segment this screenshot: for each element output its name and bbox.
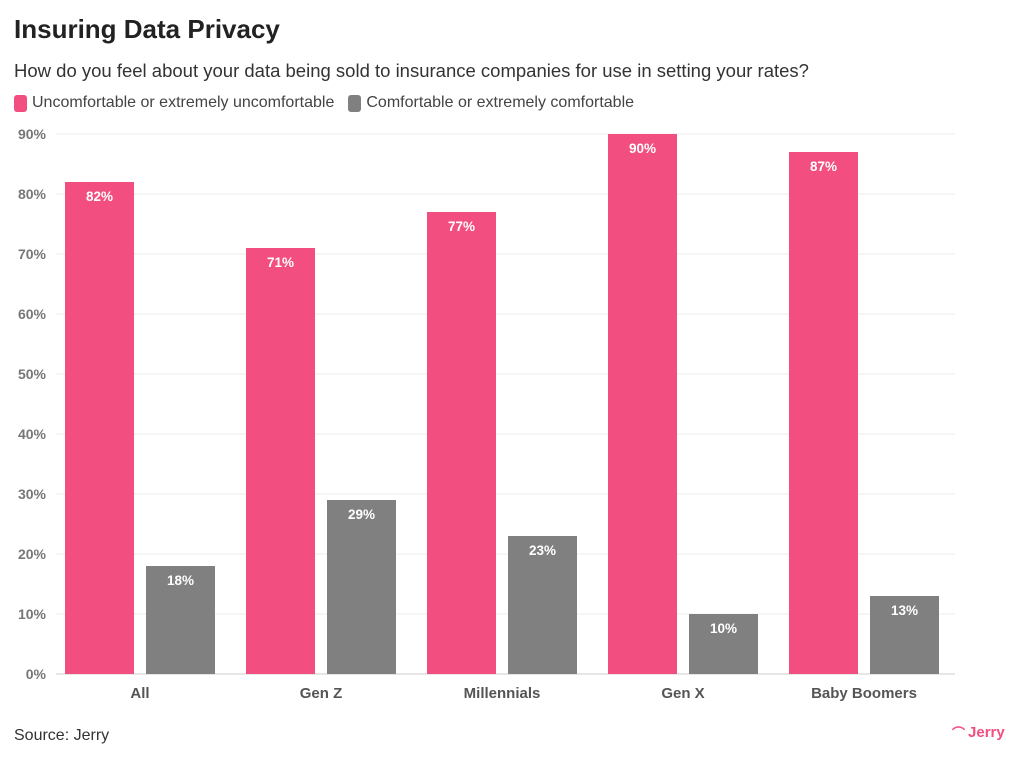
jerry-logo-icon: ⌒ — [952, 726, 966, 741]
bar — [327, 500, 396, 674]
chart-title: Insuring Data Privacy — [14, 14, 280, 44]
x-tick-label: Baby Boomers — [811, 685, 917, 702]
y-tick-label: 0% — [26, 666, 47, 682]
y-tick-label: 90% — [18, 126, 47, 142]
legend-label: Uncomfortable or extremely uncomfortable — [32, 94, 335, 111]
legend-item-uncomfortable: Uncomfortable or extremely uncomfortable — [14, 94, 334, 112]
bar — [689, 614, 758, 674]
y-tick-label: 20% — [18, 546, 47, 562]
y-tick-label: 40% — [18, 426, 47, 442]
bar — [508, 536, 577, 674]
bar — [870, 596, 939, 674]
x-tick-label: Gen Z — [300, 685, 343, 702]
legend: Uncomfortable or extremely uncomfortable… — [14, 94, 634, 112]
bar — [789, 152, 858, 674]
legend-item-comfortable: Comfortable or extremely comfortable — [348, 94, 634, 112]
data-label: 10% — [710, 621, 737, 636]
bar — [608, 134, 677, 674]
data-label: 87% — [810, 159, 837, 174]
y-tick-label: 60% — [18, 306, 47, 322]
bar — [246, 248, 315, 674]
data-label: 71% — [267, 255, 294, 270]
bar — [65, 182, 134, 674]
y-tick-label: 50% — [18, 366, 47, 382]
y-tick-label: 30% — [18, 486, 47, 502]
x-tick-label: All — [130, 685, 149, 702]
legend-swatch — [14, 94, 27, 112]
chart-subtitle: How do you feel about your data being so… — [14, 60, 809, 81]
data-label: 18% — [167, 573, 194, 588]
x-tick-label: Gen X — [661, 685, 704, 702]
data-label: 29% — [348, 507, 375, 522]
y-tick-label: 80% — [18, 186, 47, 202]
data-label: 13% — [891, 603, 918, 618]
logo-text: Jerry — [968, 724, 1005, 741]
data-label: 82% — [86, 189, 113, 204]
y-tick-label: 10% — [18, 606, 47, 622]
jerry-logo: ⌒ Jerry — [952, 723, 1005, 742]
bar — [427, 212, 496, 674]
legend-label: Comfortable or extremely comfortable — [366, 94, 635, 111]
legend-swatch — [348, 94, 362, 112]
source-note: Source: Jerry — [14, 727, 110, 744]
y-tick-label: 70% — [18, 246, 47, 262]
x-tick-label: Millennials — [464, 685, 541, 702]
data-label: 23% — [529, 543, 556, 558]
bar — [146, 566, 215, 674]
data-label: 77% — [448, 219, 475, 234]
data-label: 90% — [629, 141, 656, 156]
